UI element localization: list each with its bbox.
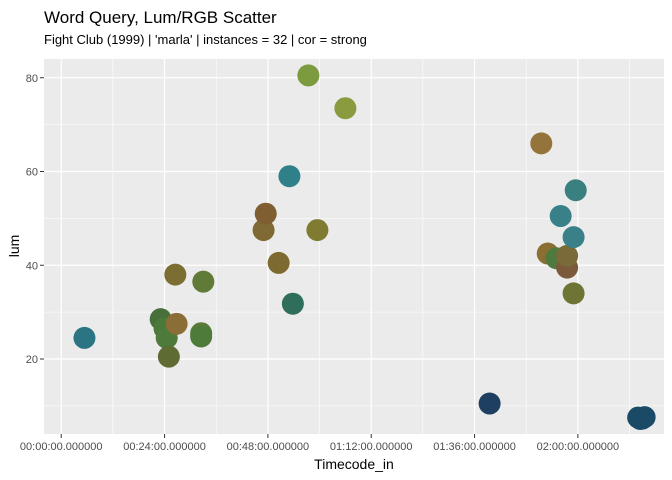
x-tick-label: 01:12:00.000000 <box>330 441 413 453</box>
data-point <box>556 244 579 267</box>
data-point <box>281 292 304 315</box>
data-point <box>165 312 188 335</box>
data-point <box>278 165 301 188</box>
chart-subtitle: Fight Club (1999) | 'marla' | instances … <box>44 32 367 47</box>
x-tick-label: 00:00:00.000000 <box>20 441 103 453</box>
plot-panel <box>44 59 664 434</box>
data-point <box>562 226 585 249</box>
y-axis: 20 40 60 80 <box>26 73 44 366</box>
grid-lines <box>44 59 664 434</box>
y-tick-label: 80 <box>26 73 38 85</box>
data-point <box>564 179 587 202</box>
data-point <box>633 406 656 429</box>
x-tick-label: 00:24:00.000000 <box>123 441 206 453</box>
data-point <box>252 219 275 242</box>
y-tick-label: 40 <box>26 260 38 272</box>
x-axis: 00:00:00.000000 00:24:00.000000 00:48:00.0… <box>20 434 619 453</box>
x-axis-title: Timecode_in <box>314 456 394 472</box>
data-point <box>334 97 357 120</box>
data-point <box>562 282 585 305</box>
data-points <box>73 64 656 430</box>
y-axis-title: lum <box>6 235 22 258</box>
data-point <box>306 219 329 242</box>
data-point <box>254 202 277 225</box>
data-point <box>267 251 290 274</box>
data-point <box>190 325 213 348</box>
data-point <box>549 205 572 228</box>
data-point <box>157 345 180 368</box>
data-point <box>530 132 553 155</box>
data-point <box>297 64 320 87</box>
data-point <box>192 270 215 293</box>
y-tick-label: 20 <box>26 354 38 366</box>
data-point <box>164 263 187 286</box>
chart-title: Word Query, Lum/RGB Scatter <box>44 8 277 27</box>
data-point <box>73 326 96 349</box>
y-tick-label: 60 <box>26 167 38 179</box>
x-tick-label: 00:48:00.000000 <box>227 441 310 453</box>
x-tick-label: 02:00:00.000000 <box>537 441 620 453</box>
data-point <box>478 392 501 415</box>
x-tick-label: 01:36:00.000000 <box>433 441 516 453</box>
